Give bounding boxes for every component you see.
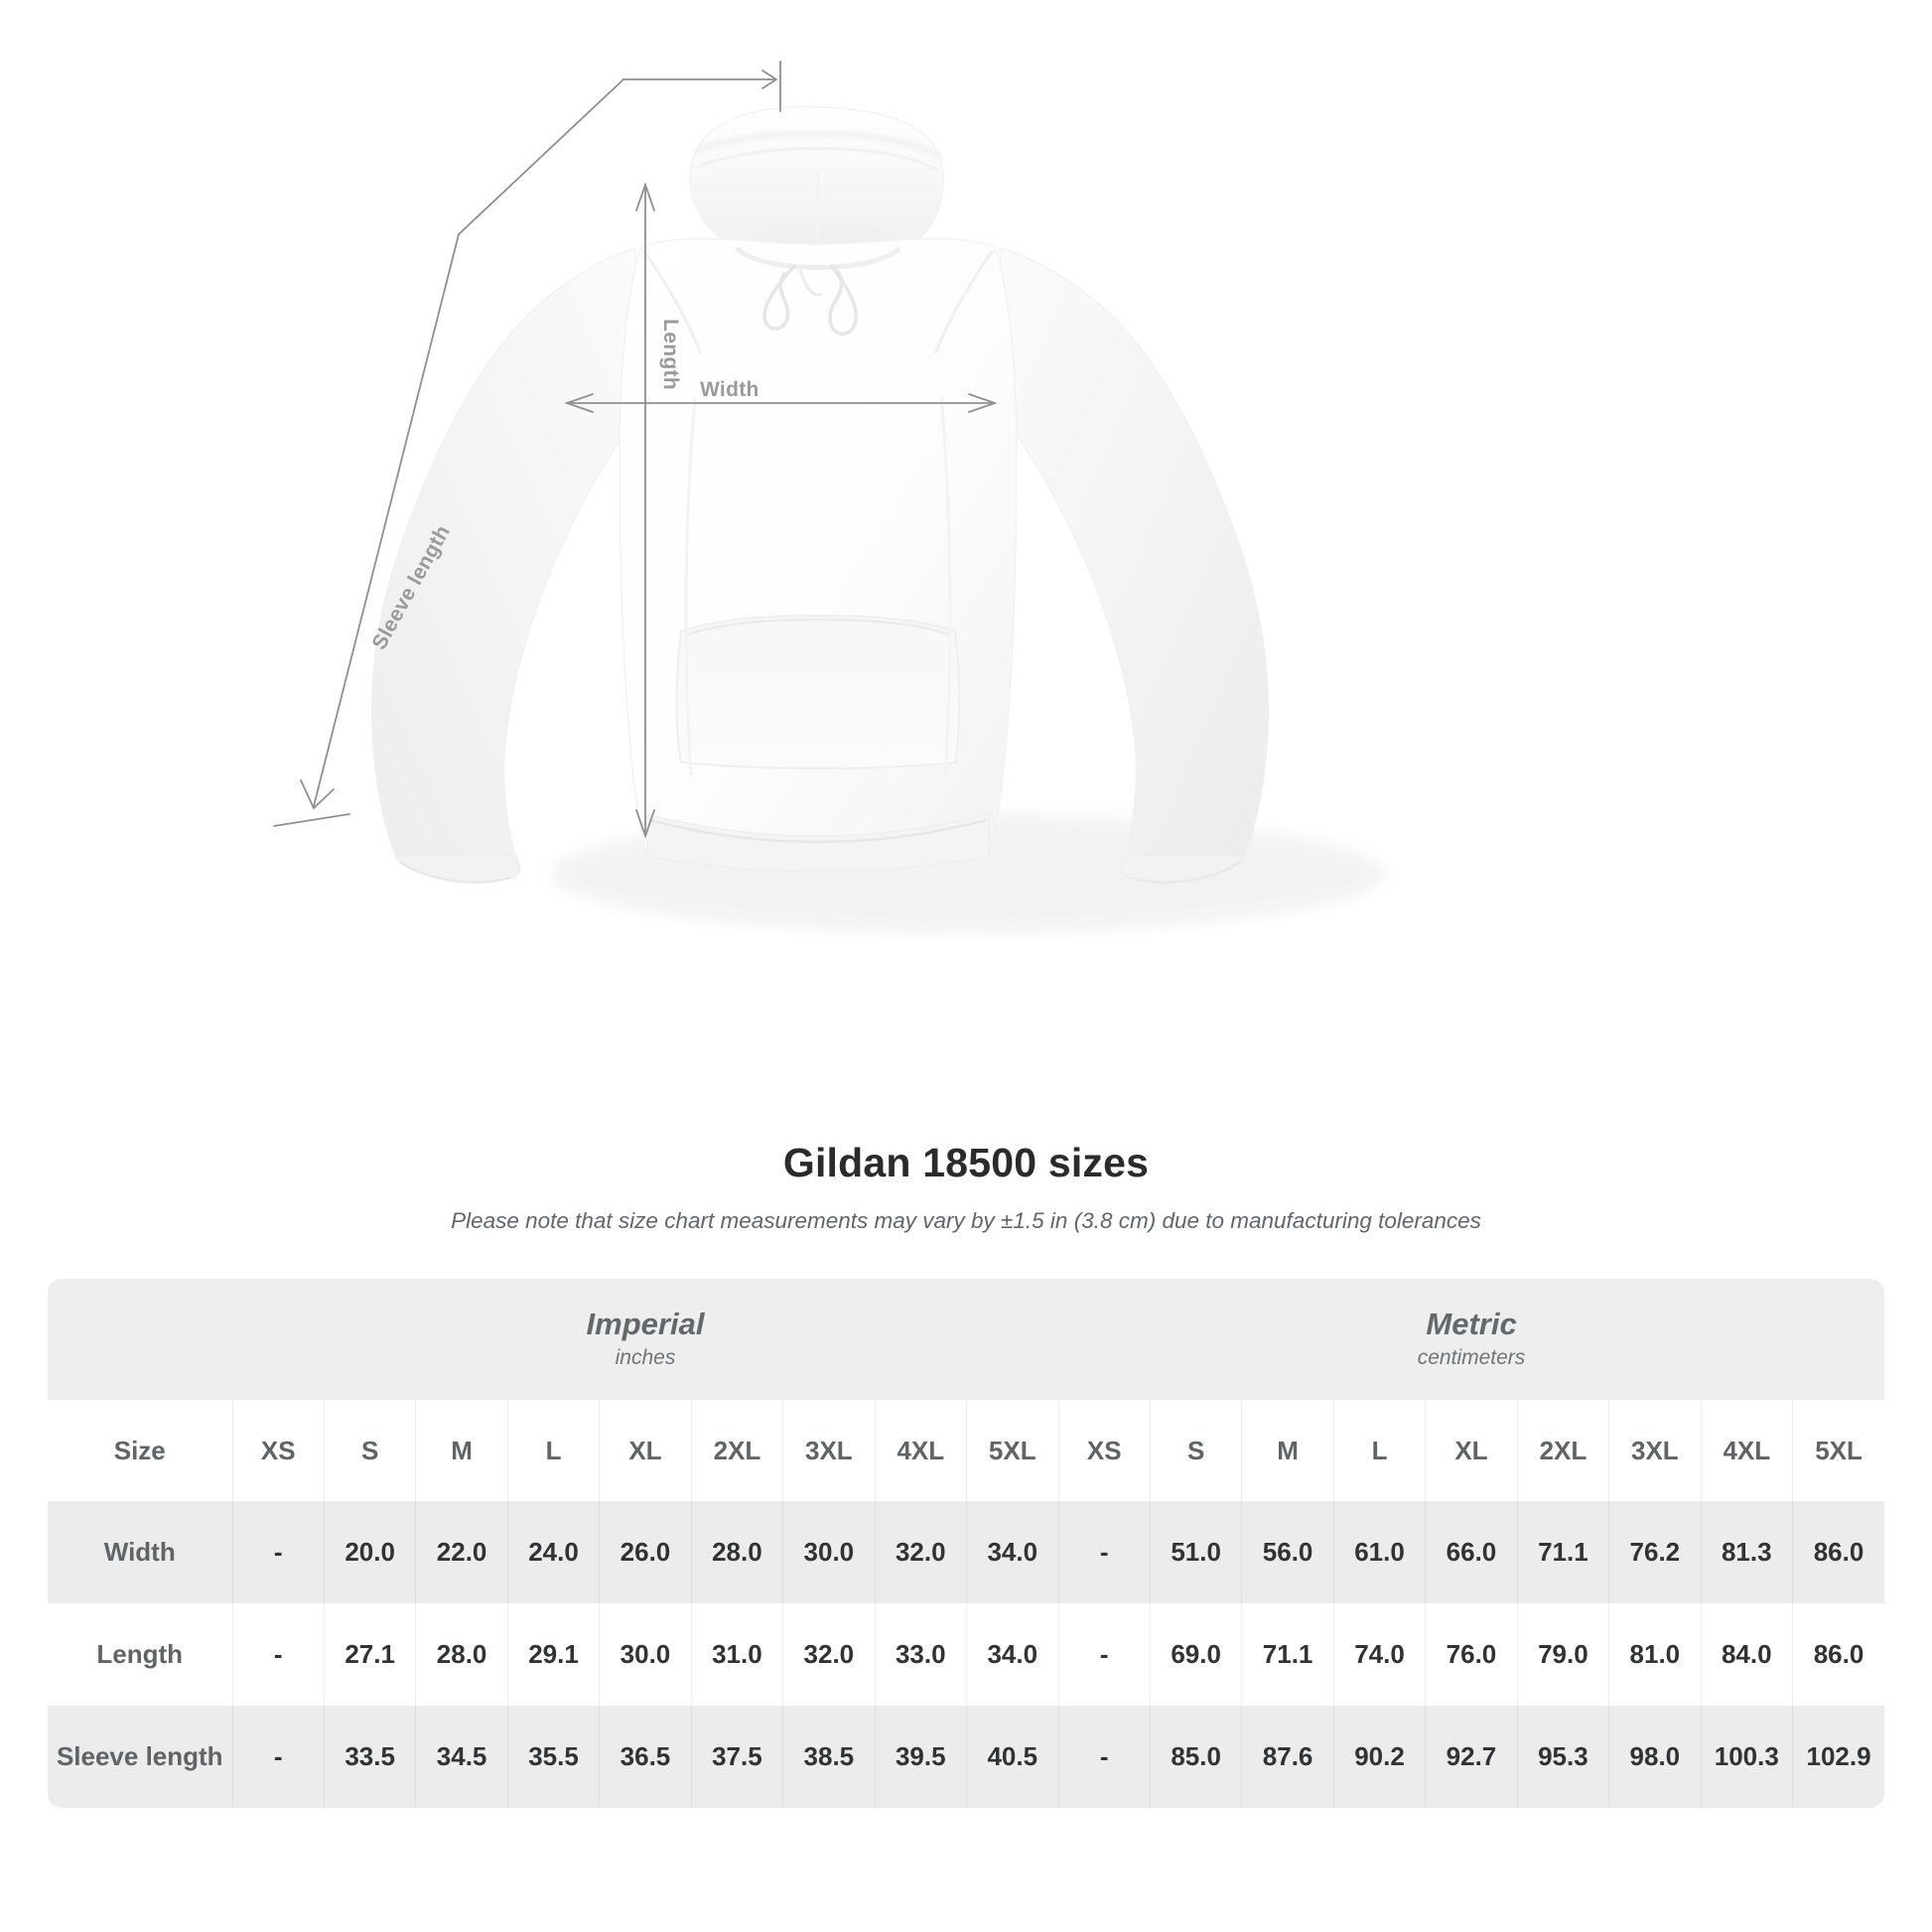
header-size-metric-m: M [1241, 1400, 1334, 1501]
row-label-length: Length [48, 1603, 233, 1706]
header-size-metric-4xl: 4XL [1701, 1400, 1794, 1501]
cell-width-metric-xs: - [1058, 1501, 1151, 1603]
cell-sleeve-imperial-2xl: 37.5 [691, 1706, 784, 1808]
unit-sub-metric: centimeters [1417, 1346, 1526, 1370]
cell-width-metric-4xl: 81.3 [1701, 1501, 1794, 1603]
unit-group-imperial: Imperial inches [232, 1279, 1058, 1400]
row-label-width: Width [48, 1501, 233, 1603]
cell-width-metric-3xl: 76.2 [1608, 1501, 1702, 1603]
header-size-imperial-xl: XL [599, 1400, 692, 1501]
header-size-metric-s: S [1150, 1400, 1243, 1501]
cell-sleeve-metric-5xl: 102.9 [1792, 1706, 1884, 1808]
cell-length-metric-2xl: 79.0 [1517, 1603, 1610, 1706]
cell-sleeve-metric-xl: 92.7 [1425, 1706, 1518, 1808]
title-block: Gildan 18500 sizes Please note that size… [0, 1140, 1932, 1234]
unit-band-row: Imperial inches Metric centimeters [48, 1279, 1884, 1400]
cell-sleeve-imperial-4xl: 39.5 [875, 1706, 968, 1808]
cell-sleeve-metric-4xl: 100.3 [1701, 1706, 1794, 1808]
cell-sleeve-metric-m: 87.6 [1241, 1706, 1334, 1808]
header-size-metric-xs: XS [1058, 1400, 1151, 1501]
cell-width-metric-m: 56.0 [1241, 1501, 1334, 1603]
cell-length-imperial-xs: - [232, 1603, 325, 1706]
cell-sleeve-metric-s: 85.0 [1150, 1706, 1243, 1808]
cell-sleeve-imperial-5xl: 40.5 [966, 1706, 1059, 1808]
length-dimension-label: Length [658, 319, 682, 390]
cell-sleeve-metric-xs: - [1058, 1706, 1151, 1808]
tolerance-note: Please note that size chart measurements… [451, 1208, 1481, 1233]
page-title: Gildan 18500 sizes [782, 1140, 1150, 1185]
cell-sleeve-imperial-xs: - [232, 1706, 325, 1808]
unit-name-imperial: Imperial [586, 1306, 705, 1341]
table-row: Width - 20.0 22.0 24.0 26.0 28.0 30.0 32… [48, 1501, 1884, 1603]
cell-length-imperial-4xl: 33.0 [875, 1603, 968, 1706]
unit-sub-imperial: inches [615, 1346, 676, 1370]
cell-width-imperial-xs: - [232, 1501, 325, 1603]
unit-group-metric: Metric centimeters [1058, 1279, 1884, 1400]
cell-length-metric-4xl: 84.0 [1701, 1603, 1794, 1706]
header-size-metric-5xl: 5XL [1792, 1400, 1884, 1501]
cell-length-metric-l: 74.0 [1333, 1603, 1427, 1706]
cell-sleeve-imperial-3xl: 38.5 [782, 1706, 876, 1808]
cell-length-imperial-3xl: 32.0 [782, 1603, 876, 1706]
cell-length-imperial-xl: 30.0 [599, 1603, 692, 1706]
cell-width-imperial-m: 22.0 [415, 1501, 508, 1603]
cell-length-imperial-m: 28.0 [415, 1603, 508, 1706]
cell-length-imperial-l: 29.1 [507, 1603, 601, 1706]
cell-width-metric-5xl: 86.0 [1792, 1501, 1884, 1603]
cell-width-imperial-3xl: 30.0 [782, 1501, 876, 1603]
cell-width-metric-2xl: 71.1 [1517, 1501, 1610, 1603]
cell-width-imperial-2xl: 28.0 [691, 1501, 784, 1603]
cell-length-metric-s: 69.0 [1150, 1603, 1243, 1706]
header-size-imperial-5xl: 5XL [966, 1400, 1059, 1501]
cell-width-metric-xl: 66.0 [1425, 1501, 1518, 1603]
cell-sleeve-imperial-m: 34.5 [415, 1706, 508, 1808]
header-size-metric-l: L [1333, 1400, 1427, 1501]
dimension-lines [273, 61, 998, 839]
header-size-metric-3xl: 3XL [1608, 1400, 1702, 1501]
width-dimension-label: Width [700, 378, 759, 401]
cell-sleeve-metric-2xl: 95.3 [1517, 1706, 1610, 1808]
cell-width-metric-l: 61.0 [1333, 1501, 1427, 1603]
cell-width-imperial-4xl: 32.0 [875, 1501, 968, 1603]
table-row: Sleeve length - 33.5 34.5 35.5 36.5 37.5… [48, 1706, 1884, 1808]
header-size-imperial-3xl: 3XL [782, 1400, 876, 1501]
header-size-imperial-2xl: 2XL [691, 1400, 784, 1501]
header-size-metric-2xl: 2XL [1517, 1400, 1610, 1501]
cell-width-metric-s: 51.0 [1150, 1501, 1243, 1603]
header-size-imperial-xs: XS [232, 1400, 325, 1501]
cell-sleeve-imperial-s: 33.5 [324, 1706, 417, 1808]
header-size-metric-xl: XL [1425, 1400, 1518, 1501]
cell-width-imperial-xl: 26.0 [599, 1501, 692, 1603]
cell-sleeve-metric-3xl: 98.0 [1608, 1706, 1702, 1808]
header-size-imperial-4xl: 4XL [875, 1400, 968, 1501]
header-size-imperial-l: L [507, 1400, 601, 1501]
cell-length-imperial-s: 27.1 [324, 1603, 417, 1706]
cell-sleeve-imperial-l: 35.5 [507, 1706, 601, 1808]
table-row: Length - 27.1 28.0 29.1 30.0 31.0 32.0 3… [48, 1603, 1884, 1706]
unit-band-spacer [48, 1279, 232, 1400]
cell-width-imperial-s: 20.0 [324, 1501, 417, 1603]
header-size-imperial-m: M [415, 1400, 508, 1501]
hoodie-illustration [273, 61, 1385, 933]
cell-sleeve-metric-l: 90.2 [1333, 1706, 1427, 1808]
cell-width-imperial-5xl: 34.0 [966, 1501, 1059, 1603]
cell-length-imperial-5xl: 34.0 [966, 1603, 1059, 1706]
cell-width-imperial-l: 24.0 [507, 1501, 601, 1603]
unit-name-metric: Metric [1426, 1306, 1517, 1341]
size-header-row: Size XS S M L XL 2XL 3XL 4XL 5XL XS S M … [48, 1400, 1884, 1501]
cell-length-metric-xl: 76.0 [1425, 1603, 1518, 1706]
cell-length-metric-3xl: 81.0 [1608, 1603, 1702, 1706]
cell-length-metric-5xl: 86.0 [1792, 1603, 1884, 1706]
cell-length-metric-xs: - [1058, 1603, 1151, 1706]
size-table-container: Imperial inches Metric centimeters Size … [48, 1279, 1884, 1808]
garment-diagram: Sleeve length Length Width [273, 61, 1385, 933]
header-size-label: Size [48, 1400, 233, 1501]
cell-length-imperial-2xl: 31.0 [691, 1603, 784, 1706]
cell-length-metric-m: 71.1 [1241, 1603, 1334, 1706]
header-size-imperial-s: S [324, 1400, 417, 1501]
cell-sleeve-imperial-xl: 36.5 [599, 1706, 692, 1808]
size-table: Imperial inches Metric centimeters Size … [48, 1279, 1884, 1808]
row-label-sleeve-length: Sleeve length [48, 1706, 233, 1808]
